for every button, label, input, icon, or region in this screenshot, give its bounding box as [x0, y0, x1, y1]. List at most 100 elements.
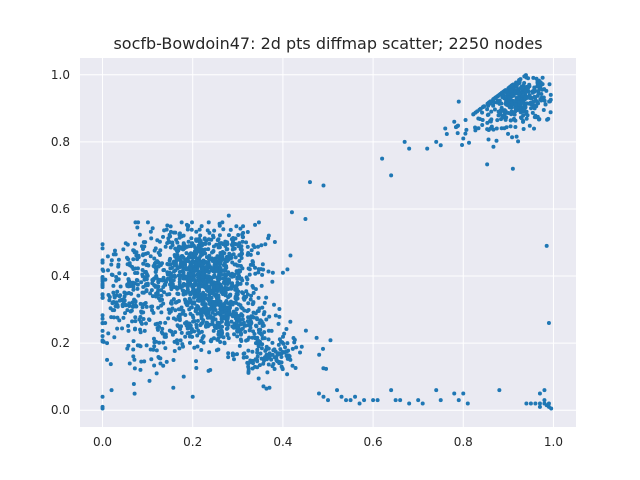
data-point — [156, 355, 161, 360]
data-point — [420, 401, 425, 406]
data-point — [128, 281, 133, 286]
data-point — [134, 278, 139, 282]
data-point — [100, 316, 105, 321]
data-point — [131, 339, 136, 344]
data-point — [117, 271, 122, 276]
data-point — [101, 268, 106, 273]
data-point — [115, 315, 120, 320]
data-point — [263, 348, 268, 353]
data-point — [398, 398, 403, 403]
data-point — [321, 346, 325, 351]
data-point — [153, 269, 158, 274]
data-point — [192, 345, 197, 350]
data-point — [154, 275, 159, 280]
data-point — [508, 124, 513, 129]
data-point — [215, 254, 220, 259]
data-point — [510, 166, 515, 171]
data-point — [122, 290, 127, 295]
data-point — [299, 344, 304, 349]
data-point — [163, 244, 168, 249]
data-point — [263, 242, 268, 247]
data-point — [256, 376, 261, 381]
data-point — [500, 94, 505, 99]
data-point — [189, 241, 194, 246]
data-point — [525, 86, 530, 91]
data-point — [222, 341, 227, 346]
data-point — [109, 388, 114, 393]
data-point — [169, 265, 174, 270]
data-point — [465, 401, 470, 406]
data-point — [407, 146, 412, 151]
data-point — [507, 95, 512, 100]
data-point — [532, 87, 537, 92]
data-point — [234, 307, 239, 312]
data-point — [316, 391, 321, 396]
data-point — [118, 284, 123, 289]
data-point — [132, 357, 137, 362]
data-point — [266, 337, 271, 342]
data-point — [202, 237, 207, 242]
data-point — [241, 291, 246, 296]
data-point — [192, 319, 197, 324]
data-point — [100, 406, 105, 411]
data-point — [239, 250, 244, 255]
data-point — [228, 293, 233, 298]
data-point — [240, 326, 245, 331]
data-point — [175, 286, 180, 291]
data-point — [527, 82, 532, 87]
data-point — [207, 230, 212, 235]
data-point — [193, 261, 198, 266]
data-point — [176, 314, 181, 319]
data-point — [321, 394, 326, 399]
data-point — [190, 289, 195, 294]
data-point — [189, 236, 194, 241]
data-point — [200, 272, 205, 277]
data-point — [281, 341, 286, 346]
data-point — [473, 110, 478, 115]
data-point — [244, 355, 249, 360]
data-point — [100, 260, 105, 265]
data-point — [328, 338, 333, 343]
data-point — [125, 242, 130, 247]
data-point — [220, 220, 225, 225]
data-point — [549, 406, 554, 411]
data-point — [154, 293, 159, 298]
data-point — [141, 302, 146, 307]
data-point — [176, 307, 181, 312]
data-point — [177, 231, 182, 236]
data-point — [511, 110, 516, 115]
data-point — [294, 345, 299, 350]
data-point — [253, 287, 258, 292]
data-point — [160, 326, 165, 331]
data-point — [237, 343, 242, 348]
data-point — [105, 254, 110, 259]
data-point — [537, 404, 542, 409]
data-point — [217, 223, 222, 228]
data-point — [235, 322, 240, 327]
data-point — [178, 327, 183, 331]
data-point — [244, 289, 249, 294]
data-point — [203, 247, 208, 252]
data-point — [287, 354, 292, 359]
data-point — [240, 266, 245, 271]
data-point — [150, 226, 155, 231]
data-point — [535, 84, 540, 89]
data-point — [284, 326, 289, 331]
data-point — [177, 318, 182, 323]
data-point — [177, 282, 182, 287]
data-point — [526, 76, 531, 81]
data-point — [229, 286, 234, 291]
data-point — [183, 262, 188, 267]
y-tick-label: 0.0 — [51, 403, 70, 417]
data-point — [112, 248, 117, 253]
data-point — [298, 350, 303, 355]
data-point — [172, 349, 177, 354]
data-point — [238, 226, 243, 231]
data-point — [197, 260, 202, 265]
data-point — [531, 75, 536, 80]
data-point — [353, 394, 358, 399]
data-point — [261, 361, 266, 366]
data-point — [227, 256, 232, 261]
data-point — [178, 338, 183, 343]
